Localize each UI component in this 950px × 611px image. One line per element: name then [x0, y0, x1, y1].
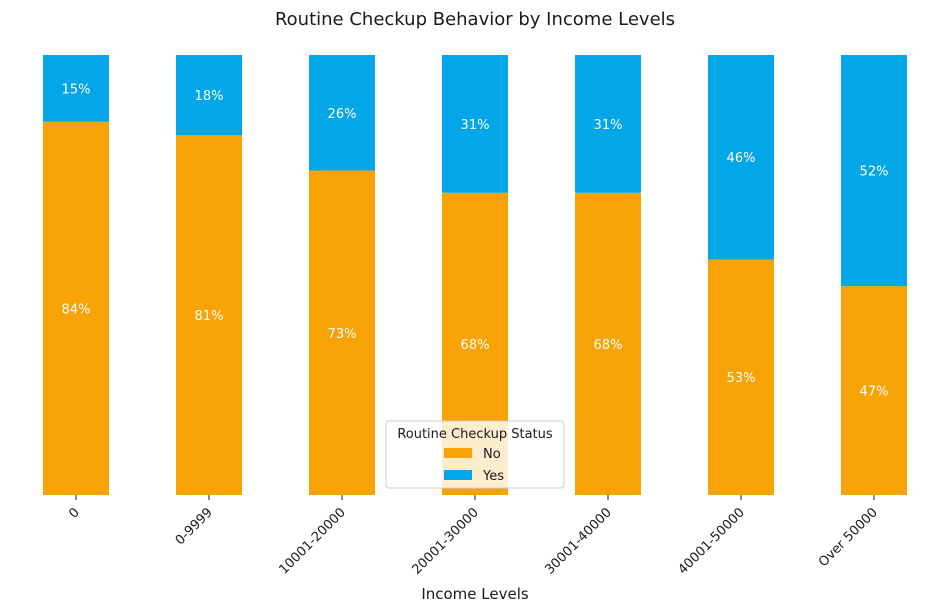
x-tick-label-over-50000: Over 50000 — [816, 505, 881, 570]
data-label-no-over-50000: 47% — [860, 385, 889, 400]
data-label-no-10001-20000: 73% — [328, 327, 357, 342]
bar-no-10001-20000 — [309, 170, 375, 496]
data-label-yes-10001-20000: 26% — [328, 107, 357, 122]
x-tick-label-0: 0 — [66, 505, 82, 521]
x-ticks-group: 0 0-9999 10001-20000 20001-30000 30001-40000… — [66, 495, 881, 578]
chart-title: Routine Checkup Behavior by Income Level… — [275, 9, 675, 30]
bar-no-over-50000 — [841, 286, 907, 495]
bar-no-0 — [43, 121, 109, 496]
bar-yes-over-50000 — [841, 55, 907, 287]
bar-yes-30001-40000 — [575, 55, 641, 193]
x-tick-label-40001-50000: 40001-50000 — [675, 505, 747, 577]
legend-swatch-no — [444, 448, 472, 458]
bar-yes-20001-30000 — [442, 55, 508, 193]
legend-label-no: No — [483, 447, 501, 462]
data-label-yes-0-9999: 18% — [195, 89, 224, 104]
data-label-yes-over-50000: 52% — [860, 165, 889, 180]
data-label-no-0-9999: 81% — [195, 309, 224, 324]
data-label-no-40001-50000: 53% — [727, 371, 756, 386]
bar-yes-0 — [43, 55, 109, 122]
x-tick-label-30001-40000: 30001-40000 — [542, 505, 614, 577]
legend-label-yes: Yes — [482, 469, 504, 484]
data-label-yes-30001-40000: 31% — [594, 118, 623, 133]
data-label-no-30001-40000: 68% — [594, 338, 623, 353]
bar-no-30001-40000 — [575, 192, 641, 495]
legend-swatch-yes — [444, 470, 472, 480]
data-label-no-0: 84% — [62, 302, 91, 317]
bar-yes-40001-50000 — [708, 55, 774, 260]
bar-no-40001-50000 — [708, 259, 774, 495]
legend-title: Routine Checkup Status — [397, 427, 553, 442]
bar-yes-0-9999 — [176, 55, 242, 135]
legend-box — [385, 420, 565, 489]
x-tick-label-20001-30000: 20001-30000 — [409, 505, 481, 577]
x-axis-label: Income Levels — [421, 585, 529, 603]
data-label-yes-0: 15% — [62, 82, 91, 97]
x-tick-label-10001-20000: 10001-20000 — [276, 505, 348, 577]
bar-yes-10001-20000 — [309, 55, 375, 171]
data-label-yes-20001-30000: 31% — [461, 118, 490, 133]
bar-no-0-9999 — [176, 135, 242, 495]
data-label-yes-40001-50000: 46% — [727, 151, 756, 166]
x-tick-label-0-9999: 0-9999 — [173, 505, 216, 548]
data-label-no-20001-30000: 68% — [461, 338, 490, 353]
legend: Routine Checkup Status No Yes — [385, 420, 565, 489]
